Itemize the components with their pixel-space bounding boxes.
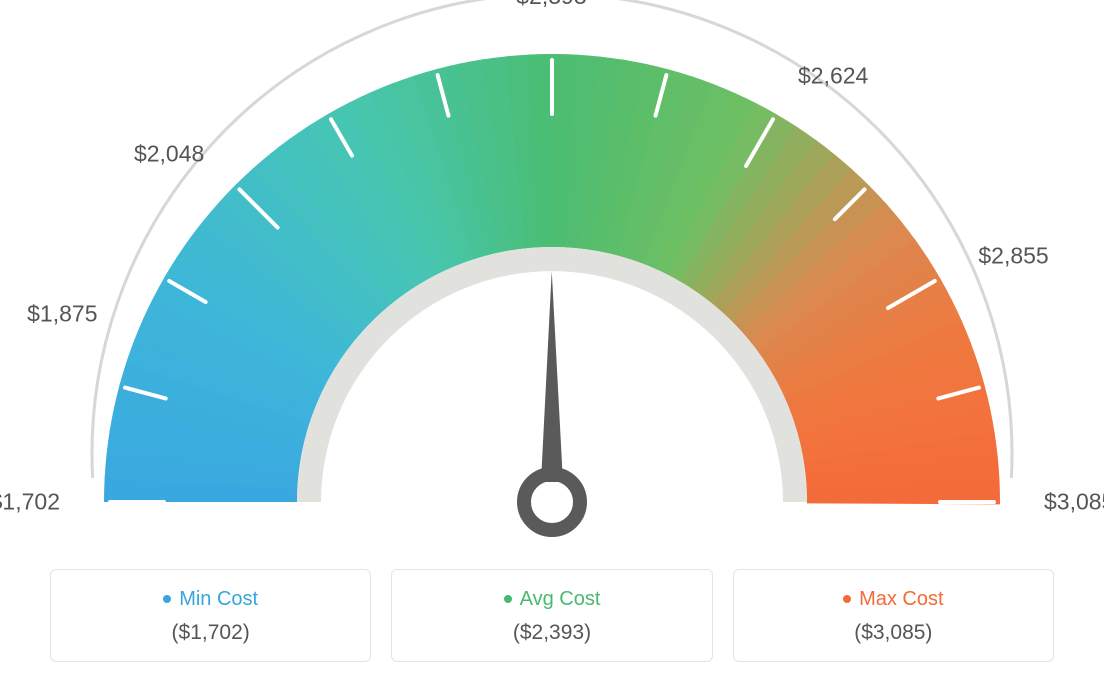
gauge-tick-label: $1,702 [0,489,60,516]
legend-title-text-max: Max Cost [859,588,943,610]
gauge-tick-label: $2,855 [978,243,1048,270]
legend-card-min: Min Cost ($1,702) [50,569,371,662]
gauge-tick-label: $2,393 [516,0,586,10]
gauge-svg [0,0,1104,560]
gauge-area: $1,702 $1,875 $2,048 $2,393 $2,624 $2,855 $3,0… [0,0,1104,560]
legend-card-avg: Avg Cost ($2,393) [391,569,712,662]
legend-row: Min Cost ($1,702) Avg Cost ($2,393) Max … [50,569,1054,662]
legend-value-avg: ($2,393) [400,621,703,645]
gauge-chart-container: $1,702 $1,875 $2,048 $2,393 $2,624 $2,855 $3,0… [0,0,1104,690]
legend-dot-max [843,595,851,603]
legend-title-max: Max Cost [742,588,1045,611]
legend-value-min: ($1,702) [59,621,362,645]
legend-value-max: ($3,085) [742,621,1045,645]
legend-title-text-avg: Avg Cost [520,588,601,610]
gauge-tick-label: $2,048 [134,140,204,167]
legend-title-text-min: Min Cost [179,588,258,610]
gauge-tick-label: $1,875 [27,300,97,327]
legend-title-min: Min Cost [59,588,362,611]
legend-dot-min [163,595,171,603]
gauge-tick-label: $3,085 [1044,489,1104,516]
gauge-tick-label: $2,624 [798,62,868,89]
legend-dot-avg [504,595,512,603]
legend-card-max: Max Cost ($3,085) [733,569,1054,662]
legend-title-avg: Avg Cost [400,588,703,611]
